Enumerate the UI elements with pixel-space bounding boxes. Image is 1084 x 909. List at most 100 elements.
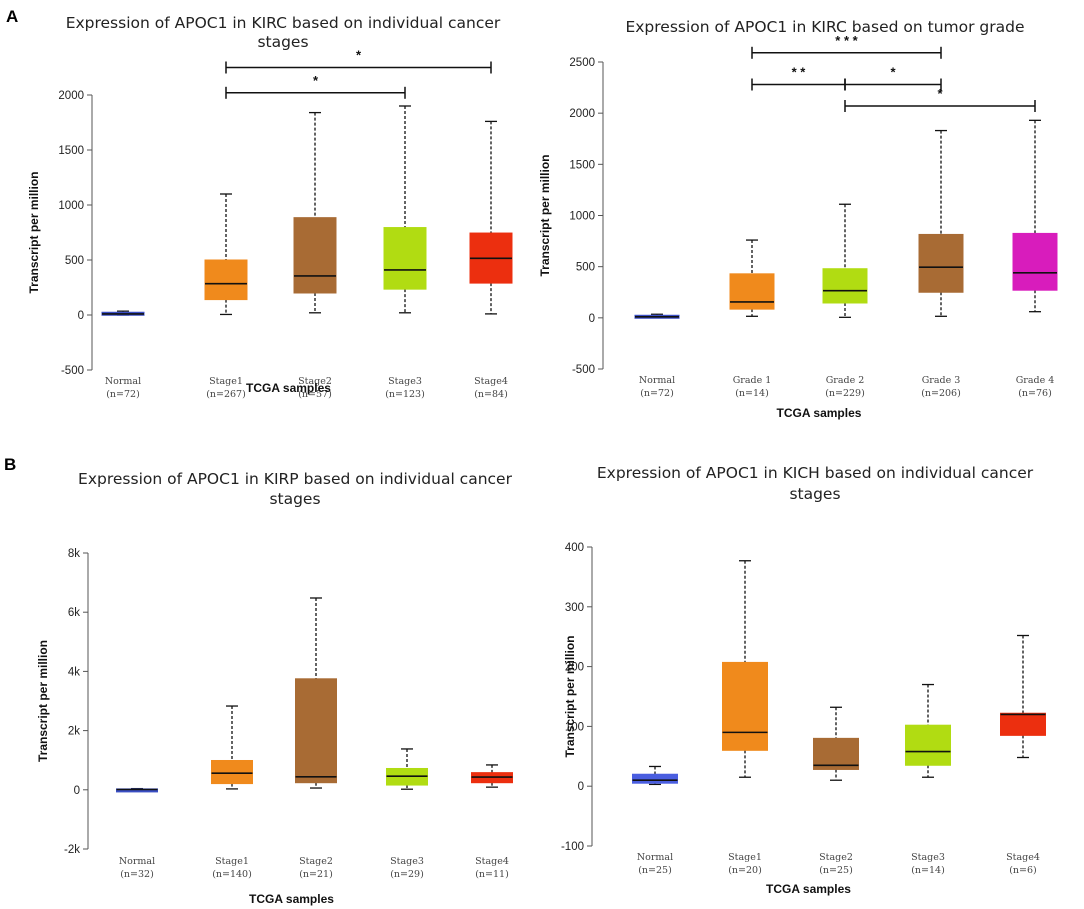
y-tick-label: 2500 — [569, 57, 595, 69]
box-stage2 — [813, 737, 859, 770]
count-label: (n=206) — [921, 388, 961, 399]
category-label: Stage3 — [390, 856, 424, 867]
x-axis-title: TCGA samples — [249, 892, 334, 906]
box-grade-3 — [918, 233, 964, 293]
y-axis-title: Transcript per million — [27, 171, 41, 293]
chart-title-line: Expression of APOC1 in KIRC based on ind… — [66, 14, 501, 32]
box-grade-2 — [822, 268, 868, 304]
box-stage4 — [1000, 712, 1046, 736]
y-tick-label: -500 — [61, 365, 84, 377]
box-stage1 — [204, 259, 248, 301]
category-label: Stage4 — [474, 376, 508, 387]
chart-title-line: Expression of APOC1 in KICH based on ind… — [597, 464, 1034, 482]
significance-label: * — [356, 48, 362, 63]
y-tick-label: 1500 — [58, 145, 84, 157]
category-label: Normal — [105, 376, 141, 387]
category-label: Grade 2 — [826, 375, 865, 386]
category-label: Stage2 — [819, 852, 853, 863]
y-axis-title: Transcript per million — [563, 635, 577, 757]
category-label: Normal — [639, 375, 675, 386]
count-label: (n=57) — [298, 389, 332, 400]
y-tick-label: 2000 — [569, 108, 595, 120]
count-label: (n=123) — [385, 389, 425, 400]
y-tick-label: 1000 — [58, 200, 84, 212]
count-label: (n=6) — [1009, 865, 1037, 876]
significance-label: * — [890, 65, 896, 80]
category-label: Stage1 — [728, 852, 762, 863]
significance-label: * — [313, 73, 319, 88]
significance-label: * * — [792, 65, 807, 80]
chart-title-line: Expression of APOC1 in KIRP based on ind… — [78, 470, 513, 488]
category-label: Grade 1 — [733, 375, 772, 386]
chart-title-line: stages — [269, 490, 320, 508]
y-tick-label: 0 — [578, 781, 584, 793]
category-label: Stage3 — [911, 852, 945, 863]
panel-label-b: B — [4, 455, 16, 474]
box-stage2 — [295, 678, 337, 784]
category-label: Stage3 — [388, 376, 422, 387]
y-tick-label: 100 — [565, 721, 584, 733]
category-label: Stage4 — [1006, 852, 1040, 863]
y-tick-label: 1500 — [569, 159, 595, 171]
count-label: (n=229) — [825, 388, 865, 399]
category-label: Normal — [637, 852, 673, 863]
count-label: (n=72) — [106, 389, 140, 400]
category-label: Stage1 — [209, 376, 243, 387]
count-label: (n=29) — [390, 869, 424, 880]
y-tick-label: 1000 — [569, 211, 595, 223]
category-label: Stage2 — [298, 376, 332, 387]
box-stage2 — [293, 217, 337, 294]
count-label: (n=21) — [299, 869, 333, 880]
chart-kich-stages: Expression of APOC1 in KICH based on ind… — [561, 464, 1046, 896]
x-axis-title: TCGA samples — [777, 406, 862, 420]
y-axis-title: Transcript per million — [538, 154, 552, 276]
panel-label-a: A — [6, 7, 18, 26]
count-label: (n=32) — [120, 869, 154, 880]
y-tick-label: 200 — [565, 662, 584, 674]
significance-label: * — [937, 86, 943, 101]
count-label: (n=14) — [735, 388, 769, 399]
chart-kirp-stages: Expression of APOC1 in KIRP based on ind… — [36, 470, 513, 906]
box-stage3 — [905, 724, 951, 766]
box-grade-4 — [1012, 232, 1058, 291]
y-tick-label: 500 — [576, 262, 595, 274]
category-label: Stage4 — [475, 856, 509, 867]
count-label: (n=14) — [911, 865, 945, 876]
count-label: (n=25) — [819, 865, 853, 876]
box-grade-1 — [729, 273, 775, 310]
y-tick-label: 0 — [78, 310, 84, 322]
category-label: Grade 4 — [1016, 375, 1055, 386]
category-label: Normal — [119, 856, 155, 867]
y-tick-label: 2000 — [58, 90, 84, 102]
count-label: (n=140) — [212, 869, 252, 880]
count-label: (n=84) — [474, 389, 508, 400]
box-stage3 — [383, 227, 427, 290]
count-label: (n=267) — [206, 389, 246, 400]
chart-title-line: Expression of APOC1 in KIRC based on tum… — [625, 18, 1024, 36]
x-axis-title: TCGA samples — [766, 882, 851, 896]
count-label: (n=11) — [475, 869, 509, 880]
box-stage1 — [722, 661, 768, 751]
y-tick-label: 6k — [68, 607, 80, 619]
count-label: (n=20) — [728, 865, 762, 876]
y-axis-title: Transcript per million — [36, 640, 50, 762]
significance-label: * * * — [835, 33, 858, 48]
y-tick-label: -2k — [64, 844, 80, 856]
chart-title-line: stages — [257, 33, 308, 51]
chart-title-line: stages — [789, 485, 840, 503]
y-tick-label: 0 — [74, 785, 80, 797]
y-tick-label: -500 — [572, 364, 595, 376]
y-tick-label: 300 — [565, 602, 584, 614]
category-label: Grade 3 — [922, 375, 961, 386]
box-normal — [632, 773, 678, 784]
y-tick-label: 500 — [65, 255, 84, 267]
y-tick-label: 2k — [68, 726, 80, 738]
count-label: (n=72) — [640, 388, 674, 399]
count-label: (n=76) — [1018, 388, 1052, 399]
box-stage1 — [211, 759, 253, 785]
chart-kirc-grade: Expression of APOC1 in KIRC based on tum… — [538, 18, 1058, 420]
y-tick-label: 0 — [589, 313, 595, 325]
x-axis-title: TCGA samples — [246, 381, 331, 395]
chart-kirc-stages: Expression of APOC1 in KIRC based on ind… — [27, 14, 513, 400]
